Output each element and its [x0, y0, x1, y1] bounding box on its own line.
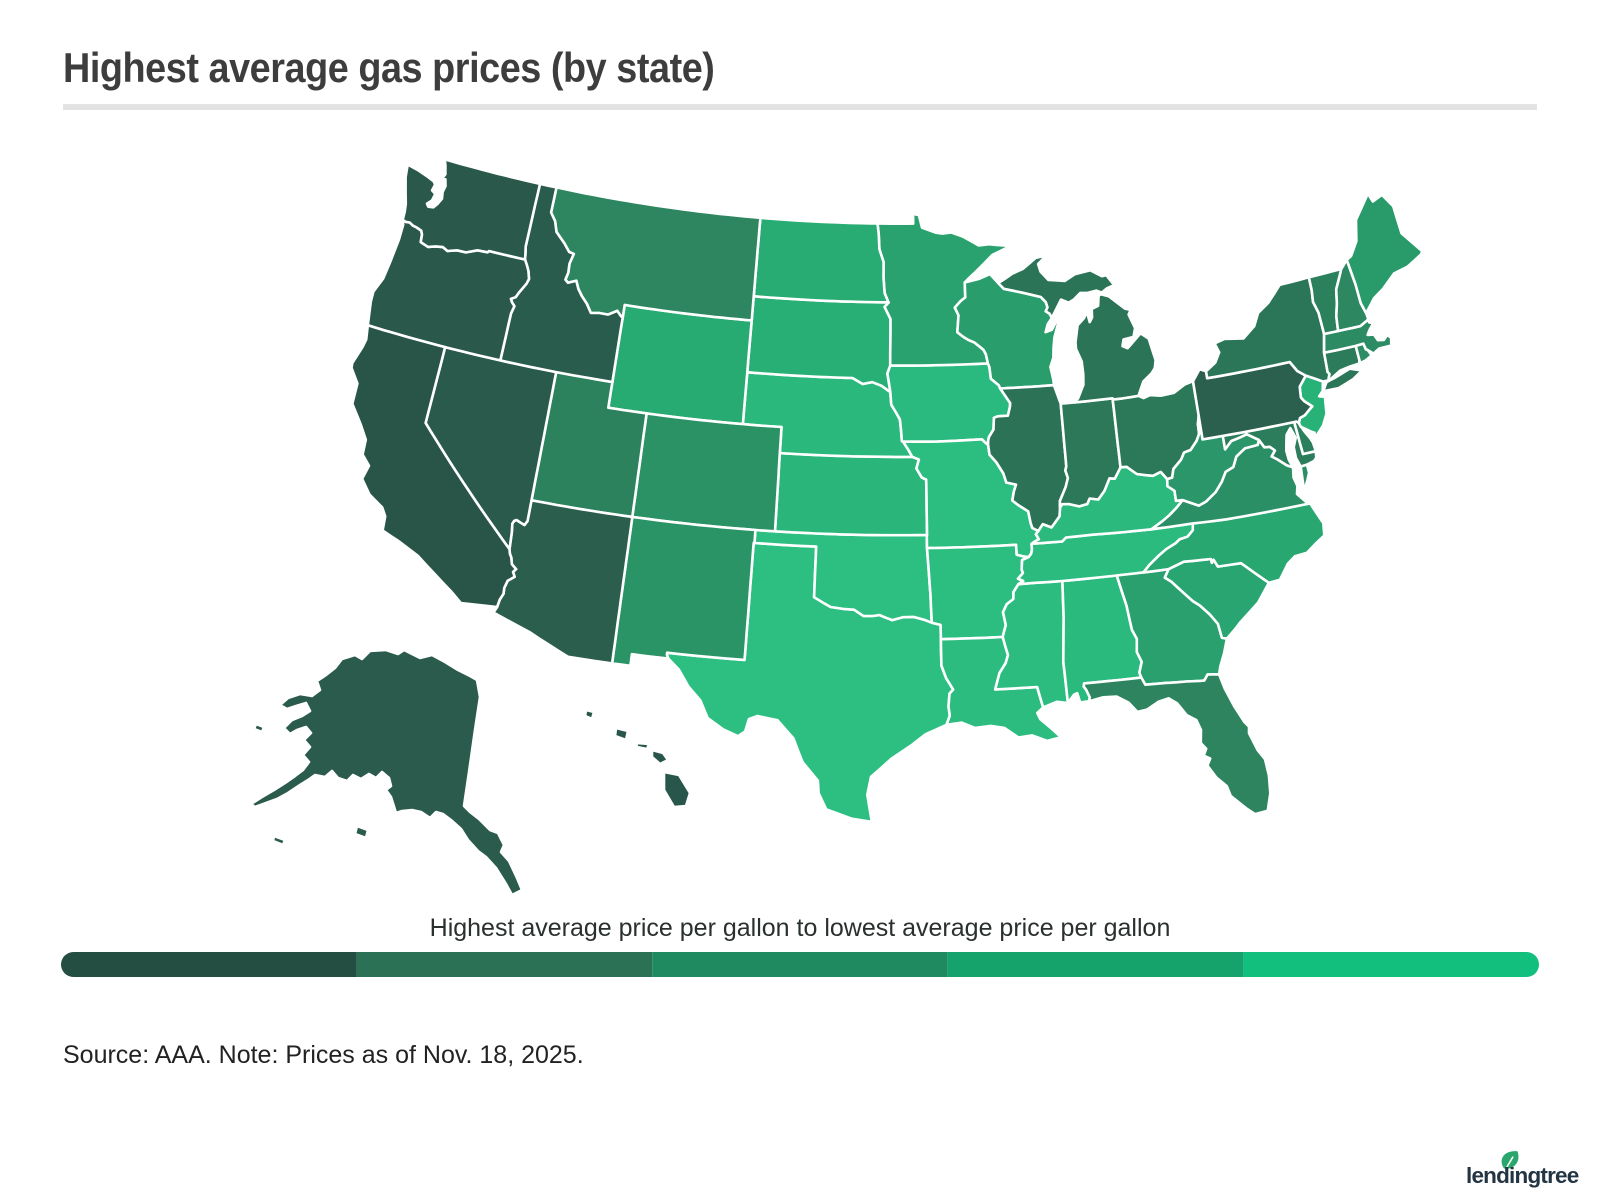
svg-text:lendingtree: lendingtree: [1466, 1163, 1579, 1188]
